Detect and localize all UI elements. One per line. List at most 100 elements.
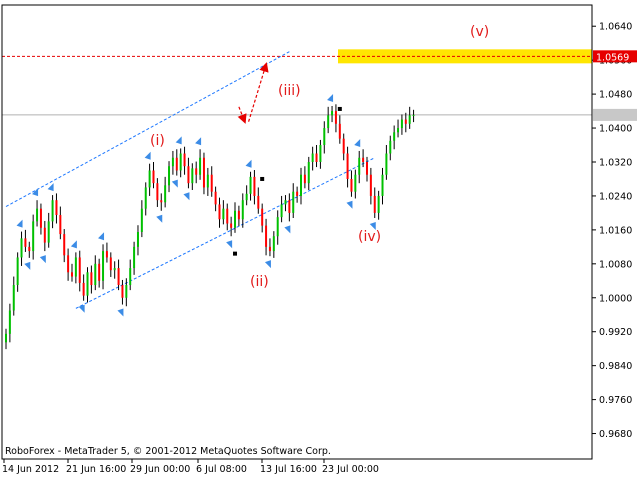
bull-candle	[311, 153, 314, 162]
bull-candle	[113, 268, 116, 271]
bull-candle	[331, 111, 334, 116]
bear-candle	[152, 170, 155, 184]
bear-candle	[362, 157, 365, 162]
bull-candle	[292, 191, 295, 213]
bear-candle	[105, 251, 108, 258]
bull-candle	[358, 157, 361, 175]
bull-candle	[323, 128, 326, 146]
bear-candle	[55, 200, 58, 216]
bull-candle	[276, 217, 279, 237]
bear-candle	[59, 215, 62, 235]
wave-label: (v)	[470, 24, 489, 40]
bull-candle	[16, 257, 19, 286]
fractal-up-mark	[16, 219, 23, 228]
bull-candle	[32, 221, 35, 252]
bear-candle	[365, 161, 368, 175]
bull-candle	[12, 285, 15, 311]
bull-candle	[300, 174, 302, 196]
y-tick-label: 1.0640	[599, 22, 632, 33]
bull-candle	[94, 263, 97, 286]
fractal-up-mark	[70, 240, 77, 249]
y-tick-label: 1.0000	[599, 293, 632, 304]
bull-candle	[397, 128, 400, 133]
channel-lower-line	[75, 157, 375, 309]
x-tick-label: 29 Jun 00:00	[130, 464, 190, 475]
bear-candle	[28, 246, 31, 252]
bear-candle	[404, 119, 407, 124]
fractal-down-mark	[117, 308, 124, 317]
bear-candle	[156, 183, 159, 201]
bull-candle	[393, 132, 396, 141]
bull-candle	[245, 193, 248, 201]
bull-candle	[140, 208, 143, 232]
bear-candle	[183, 153, 186, 167]
platform-label: RoboForex - MetaTrader 5, © 2001-2012 Me…	[5, 446, 331, 457]
fractal-down-mark	[264, 260, 271, 269]
y-tick-label: 1.0320	[599, 157, 632, 168]
x-tick-label: 23 Jul 00:00	[322, 464, 379, 475]
bear-candle	[175, 157, 178, 171]
bear-candle	[346, 153, 349, 179]
bear-candle	[288, 200, 291, 213]
fractal-up-mark	[144, 151, 151, 160]
bull-candle	[133, 246, 136, 269]
annotation-layer: (i) (ii) (iii) (iv) (v)	[150, 24, 489, 290]
bull-candle	[8, 310, 11, 334]
bull-candle	[307, 161, 310, 184]
bull-candle	[319, 145, 322, 162]
bear-candle	[342, 138, 345, 154]
bear-candle	[261, 208, 264, 226]
bear-candle	[195, 168, 198, 175]
bear-candle	[253, 176, 256, 196]
bull-candle	[206, 174, 209, 188]
bull-candle	[400, 119, 403, 129]
bull-candle	[249, 176, 252, 194]
fractal-up-mark	[175, 136, 182, 145]
bull-candle	[412, 114, 415, 116]
fractal-down-mark	[39, 255, 46, 264]
bear-candle	[121, 285, 124, 298]
fractal-down-mark	[171, 179, 178, 188]
fractal-up-mark	[47, 183, 54, 192]
target-price-label: 1.0569	[596, 52, 629, 63]
bear-candle	[257, 195, 260, 209]
bull-candle	[171, 157, 174, 167]
x-tick-label: 13 Jul 16:00	[260, 464, 317, 475]
bull-candle	[389, 140, 392, 154]
bear-candle	[117, 268, 120, 286]
bull-candle	[199, 157, 202, 175]
pivot-marker	[233, 251, 238, 256]
bear-candle	[338, 123, 341, 139]
bull-candle	[168, 166, 171, 186]
forecast-arrow-down	[237, 106, 247, 124]
bear-candle	[369, 174, 372, 196]
fractal-down-mark	[78, 304, 85, 313]
bear-candle	[82, 282, 85, 296]
bull-candle	[191, 168, 194, 184]
fractal-up-mark	[32, 188, 39, 197]
bull-candle	[51, 200, 54, 222]
bear-candle	[109, 257, 112, 271]
bull-candle	[102, 251, 105, 281]
y-tick-label: 0.9680	[599, 429, 632, 440]
target-price-tag	[593, 50, 637, 63]
bull-candle	[164, 185, 167, 203]
wave-label: (ii)	[250, 274, 269, 290]
pivot-marker	[337, 106, 342, 111]
bull-candle	[284, 200, 287, 205]
fractal-down-mark	[369, 221, 376, 230]
plot-area	[2, 49, 592, 350]
y-tick-label: 0.9760	[599, 395, 632, 406]
bear-candle	[226, 208, 229, 224]
bear-candle	[373, 195, 376, 213]
x-tick-label: 6 Jul 08:00	[196, 464, 247, 475]
bear-candle	[160, 200, 163, 203]
bear-candle	[187, 166, 190, 184]
bear-candle	[296, 191, 299, 196]
wave-label: (iv)	[358, 229, 381, 245]
plot-frame	[1, 4, 593, 460]
y-tick-label: 0.9920	[599, 327, 632, 338]
fractal-up-mark	[327, 93, 334, 102]
bull-candle	[272, 236, 275, 252]
